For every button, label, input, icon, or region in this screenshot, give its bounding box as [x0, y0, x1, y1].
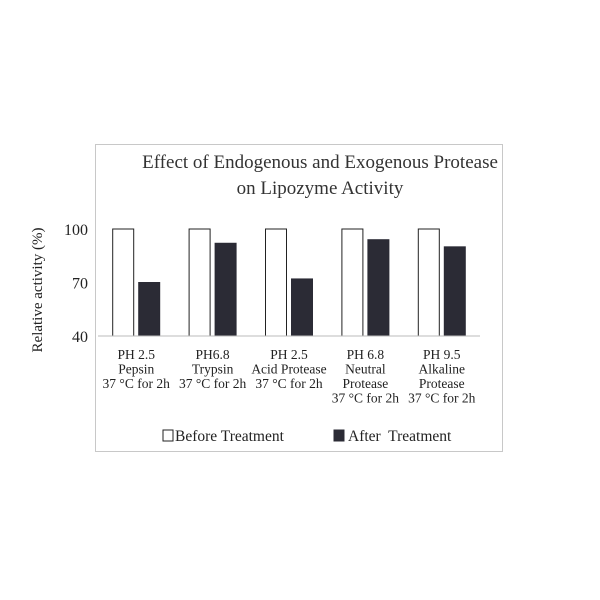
legend-swatch-before: [162, 429, 174, 442]
category-label-line: 37 °C for 2h: [332, 391, 400, 406]
legend: Before Treatment After Treatment: [162, 428, 452, 445]
category-label-line: Protease: [419, 376, 465, 391]
category-label-line: Alkaline: [419, 362, 466, 377]
y-axis-label: Relative activity (%): [30, 228, 46, 353]
bar-after-treatment: [138, 282, 161, 337]
bar-after-treatment: [214, 242, 237, 337]
y-tick-label: 40: [72, 329, 88, 346]
bars-group: [112, 228, 466, 337]
category-label-line: PH 6.8: [347, 347, 385, 362]
category-label-line: PH 9.5: [423, 347, 461, 362]
category-label-line: 37 °C for 2h: [103, 376, 171, 391]
category-label-line: Pepsin: [118, 362, 154, 377]
bar-before-treatment: [417, 228, 440, 337]
bar-before-treatment: [265, 228, 287, 337]
category-label-line: Acid Protease: [251, 362, 326, 377]
bar-before-treatment: [112, 228, 135, 337]
bar-before-treatment: [341, 228, 364, 337]
category-label-line: PH6.8: [196, 347, 230, 362]
category-label-line: PH 2.5: [270, 347, 308, 362]
y-tick-label: 100: [64, 222, 88, 239]
category-label-line: 37 °C for 2h: [179, 376, 247, 391]
legend-swatch-after: [333, 429, 345, 442]
legend-label-after: After Treatment: [348, 428, 452, 445]
category-label-line: 37 °C for 2h: [408, 391, 476, 406]
bar-after-treatment: [367, 239, 390, 337]
legend-label-before: Before Treatment: [175, 428, 285, 445]
chart-title-line-2: on Lipozyme Activity: [237, 178, 404, 199]
bar-before-treatment: [188, 228, 211, 337]
chart-title-line-1: Effect of Endogenous and Exogenous Prote…: [142, 152, 498, 173]
y-tick-label: 70: [72, 276, 88, 293]
y-axis-ticks: 40 70 100: [64, 222, 88, 346]
bar-after-treatment: [291, 278, 313, 337]
category-label-line: Neutral: [345, 362, 386, 377]
category-label-line: PH 2.5: [117, 347, 155, 362]
category-label-line: 37 °C for 2h: [255, 376, 323, 391]
category-label-line: Trypsin: [192, 362, 234, 377]
category-label-line: Protease: [343, 376, 389, 391]
bar-after-treatment: [443, 246, 466, 337]
